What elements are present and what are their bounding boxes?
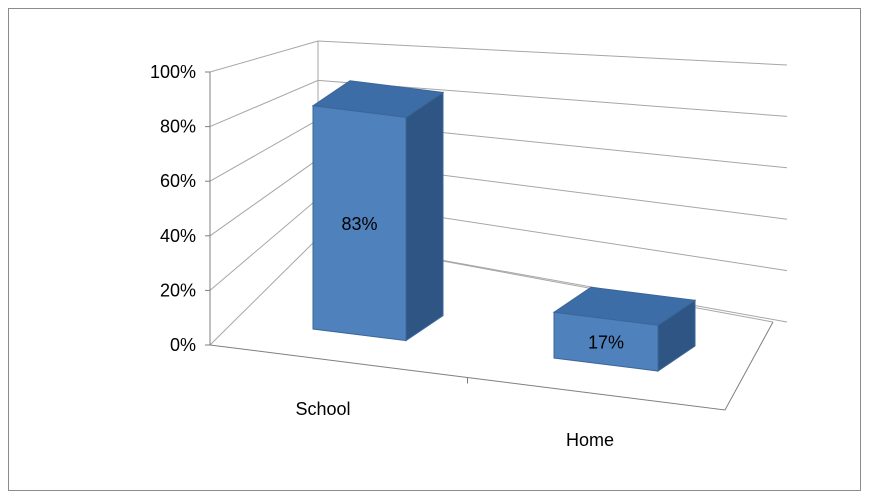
bar-front-face: [553, 311, 659, 372]
bar-home: 17%: [552, 286, 697, 372]
y-tick-label: 20%: [160, 280, 196, 300]
y-tick-label: 0%: [170, 335, 196, 355]
y-tick-label: 60%: [160, 171, 196, 191]
bars: 83% 17%: [311, 80, 697, 372]
data-label: 83%: [341, 214, 377, 234]
y-tick-label: 80%: [160, 117, 196, 137]
gridline-100: [209, 40, 788, 73]
bar-front-face: [312, 105, 407, 342]
bar-side-face: [405, 91, 444, 342]
gridline-80: [209, 79, 788, 128]
y-axis-tick-labels: 0% 20% 40% 60% 80% 100%: [150, 62, 196, 355]
floor-edge: [209, 321, 774, 411]
plot-walls: [205, 71, 774, 411]
x-tick-label: Home: [566, 430, 614, 450]
y-tick-label: 40%: [160, 226, 196, 246]
x-axis-tick-labels: School Home: [295, 399, 614, 450]
x-tick-label: School: [295, 399, 350, 419]
bar-school: 83%: [311, 80, 445, 342]
data-label: 17%: [588, 333, 624, 353]
y-tick-label: 100%: [150, 62, 196, 82]
